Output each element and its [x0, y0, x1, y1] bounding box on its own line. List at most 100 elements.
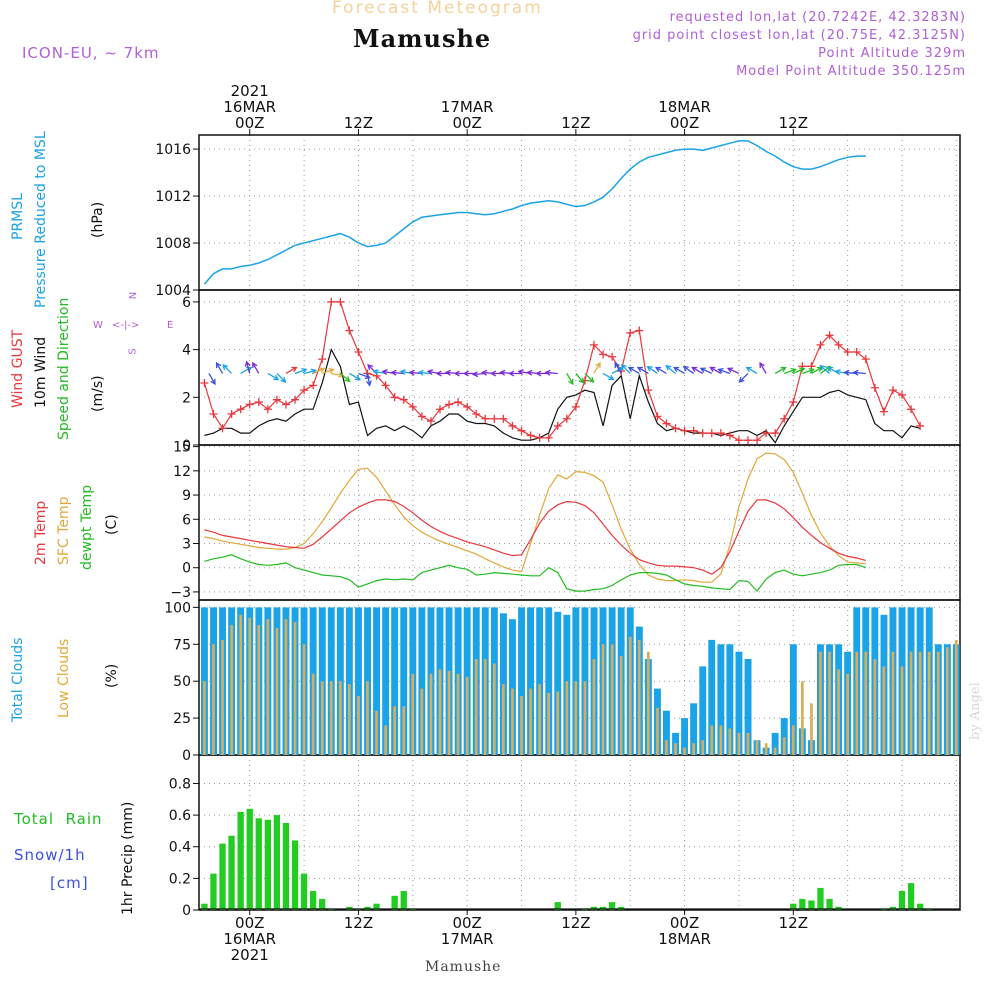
wind-arrow-shaft — [240, 366, 252, 375]
wind-gust-marker — [888, 386, 897, 395]
wind-direction-arrow — [614, 361, 622, 374]
info-requested: requested lon,lat (20.7242E, 42.3283N) — [669, 10, 966, 25]
wind-direction-arrow — [593, 361, 601, 374]
wind-direction-arrow — [267, 372, 280, 381]
wind-arrow-shaft — [727, 367, 740, 375]
wind-arrow-shaft — [373, 370, 386, 375]
low-cloud-bar — [583, 681, 587, 755]
wind-direction-arrow — [252, 361, 260, 374]
low-cloud-bar — [375, 710, 378, 755]
wind-arrow-head — [318, 367, 326, 373]
pressure-ytick-label: 1008 — [155, 236, 191, 252]
wind-arrow-head — [526, 369, 533, 376]
wind-arrow-head — [215, 361, 222, 369]
wind-direction-arrow — [508, 370, 522, 377]
rain-bar — [907, 883, 915, 910]
rain-bar — [917, 903, 924, 910]
label-cm: [cm] — [50, 874, 89, 892]
rain-bar — [300, 873, 308, 910]
label-percent: (%) — [104, 663, 120, 688]
label-10m-wind: 10m Wind — [33, 336, 49, 408]
wind-direction-arrow — [244, 360, 251, 374]
wind-arrow-shaft — [614, 362, 622, 374]
wind-gust-marker — [680, 426, 689, 435]
low-cloud-bar — [647, 651, 650, 755]
wind-arrow-shaft — [746, 366, 758, 375]
model-label: ICON-EU, ~ 7km — [22, 44, 160, 62]
wind-arrow-head — [780, 366, 787, 373]
wind-gust-marker — [345, 326, 354, 335]
wind-arrow-shaft — [621, 364, 631, 374]
wind-gust-marker — [626, 328, 635, 337]
low-cloud-bar — [728, 728, 732, 755]
wind-arrow-head — [654, 366, 662, 373]
rain-bar — [608, 902, 616, 910]
low-cloud-bar — [502, 684, 505, 755]
wind-frame — [198, 289, 961, 446]
wind-arrow-head — [481, 369, 488, 376]
wind-gust-marker — [236, 405, 245, 414]
wind-direction-arrow — [222, 364, 233, 374]
precip-ytick-label: 0.6 — [169, 808, 191, 824]
wind-arrow-head — [665, 364, 672, 371]
wind-arrow-head — [344, 376, 351, 383]
wind-direction-arrow — [321, 367, 335, 375]
label-wind-gust: Wind GUST — [10, 329, 26, 408]
wind-gust-marker — [517, 426, 526, 435]
low-cloud-bar — [891, 651, 895, 755]
wind-arrow-head — [273, 374, 280, 381]
wind-gust-marker — [390, 393, 399, 402]
temp-dewpt-line — [204, 554, 866, 593]
wind-arrow-head — [280, 376, 287, 383]
low-cloud-bar — [900, 666, 904, 755]
bottom-time-label: 17MAR — [441, 930, 494, 948]
wind-direction-arrow — [627, 366, 640, 375]
info-point-altitude: Point Altitude 329m — [818, 46, 966, 61]
label-snow: Snow/1h — [14, 846, 86, 864]
low-cloud-bar — [601, 644, 605, 755]
low-cloud-bar — [801, 681, 804, 755]
low-cloud-bar — [311, 673, 315, 755]
wind-direction-arrow — [636, 366, 649, 375]
total-cloud-bar — [400, 607, 408, 755]
wind-gust-marker — [744, 436, 753, 445]
wind-direction-arrow — [784, 367, 797, 375]
rain-bar — [400, 891, 407, 910]
wind-arrow-shaft — [593, 362, 601, 374]
wind-gust-marker — [472, 410, 481, 418]
wind-arrow-shaft — [819, 365, 830, 374]
wind-gust-marker — [916, 421, 925, 430]
wind-direction-arrow — [726, 367, 740, 375]
bottom-time-label: 12Z — [779, 914, 808, 932]
wind-gust-marker — [562, 414, 571, 423]
wind-gust-marker — [499, 414, 508, 423]
low-cloud-bar — [710, 725, 714, 755]
wind-arrow-head — [453, 370, 460, 377]
label-celsius: (C) — [104, 514, 120, 535]
bottom-time-label: 00Z — [452, 914, 481, 932]
low-cloud-bar — [511, 688, 514, 755]
wind-gust-marker — [445, 400, 454, 409]
wind-direction-arrow — [285, 366, 298, 375]
wind-gust-marker — [435, 405, 444, 414]
low-cloud-bar — [656, 707, 659, 755]
total-cloud-bar — [699, 666, 707, 755]
rain-bar — [826, 898, 833, 910]
wind-gust-marker — [725, 431, 734, 440]
total-cloud-bar — [726, 644, 734, 755]
low-cloud-bar — [547, 693, 550, 755]
wind-direction-arrow — [717, 367, 731, 375]
low-cloud-bar — [674, 743, 677, 755]
low-cloud-bar — [420, 688, 424, 755]
wind-direction-arrow — [365, 373, 372, 387]
pressure-series-line — [203, 140, 866, 285]
label-2m-temp: 2m Temp — [33, 500, 49, 565]
low-cloud-bar — [339, 681, 342, 755]
wind-arrow-shaft — [575, 373, 585, 384]
wind-arrow-head — [372, 369, 379, 376]
total-cloud-bar — [391, 607, 399, 755]
wind-gust-marker — [309, 381, 318, 390]
bottom-time-label: 2021 — [231, 946, 269, 964]
wind-ytick-label: 6 — [182, 295, 191, 311]
